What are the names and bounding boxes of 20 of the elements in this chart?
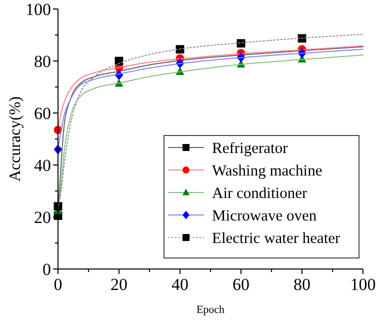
x-tick-label: 20 — [110, 275, 128, 294]
x-tick-label: 0 — [54, 275, 62, 294]
y-tick-label: 80 — [34, 52, 51, 71]
legend-label: Refrigerator — [212, 140, 289, 157]
x-axis-title: Epoch — [196, 304, 226, 316]
y-tick-label: 20 — [34, 208, 51, 227]
point — [236, 39, 246, 48]
x-tick-label: 100 — [350, 275, 376, 294]
y-axis-title: Accuracy(%) — [7, 96, 24, 182]
y-tick-label: 60 — [34, 104, 51, 123]
legend-label: Microwave oven — [212, 208, 317, 224]
legend-label: Washing machine — [212, 162, 322, 180]
x-tick-label: 60 — [232, 275, 250, 294]
legend-label: Electric water heater — [212, 230, 342, 247]
y-tick-label: 100 — [26, 0, 51, 19]
x-tick-label: 40 — [172, 275, 188, 294]
y-tick-label: 40 — [34, 156, 51, 175]
y-tick-label: 0 — [42, 260, 51, 279]
legend-label: Air conditioner — [212, 185, 308, 202]
x-tick-label: 80 — [294, 275, 310, 294]
